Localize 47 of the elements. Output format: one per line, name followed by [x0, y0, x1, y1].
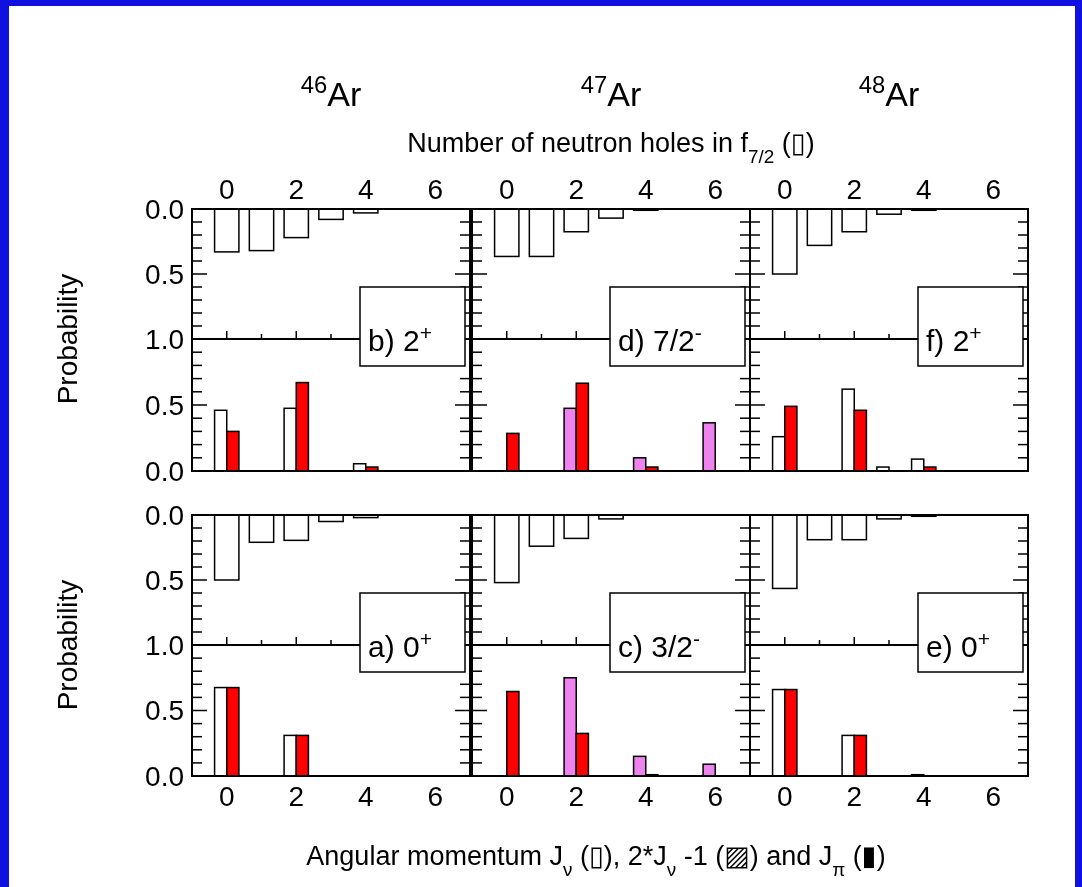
x-tick-label: 2	[288, 174, 305, 205]
y-tick-label: 1.0	[145, 629, 184, 661]
x-tick-label: 2	[568, 781, 585, 812]
x-tick-label: 6	[707, 781, 724, 812]
x-tick-label: 6	[427, 174, 444, 205]
x-tick-label: 6	[707, 174, 724, 205]
annotation: e) 0$^{+}$	[926, 626, 990, 663]
x-axis-title: Angular momentum J$_{ν}$ (▯), 2*J$_{ν}$ -1 (▨) and J$_{π}$ (▮)	[306, 841, 886, 880]
x-tick-label: 0	[776, 781, 793, 812]
x-tick-label: 0	[498, 781, 515, 812]
x-tick-label: 6	[985, 174, 1002, 205]
x-tick-label: 4	[915, 174, 932, 205]
y-tick-label: 0.5	[145, 389, 184, 421]
annotation: a) 0$^{+}$	[368, 626, 432, 663]
y-tick-label: 0.5	[145, 695, 184, 726]
x-tick-label: 0	[776, 174, 793, 205]
x-tick-label: 4	[915, 781, 932, 812]
y-tick-label: 1.0	[145, 323, 184, 355]
annotation: f) 2$^{+}$	[926, 320, 982, 357]
y-axis-title: Probability	[51, 273, 83, 405]
y-tick-label: 0.0	[145, 499, 184, 531]
x-tick-label: 2	[846, 174, 863, 205]
y-tick-label: 0.0	[145, 760, 184, 792]
y-tick-label: 0.5	[145, 564, 184, 596]
chart-title: $^{48}$Ar	[858, 70, 920, 113]
x-tick-label: 2	[846, 781, 863, 812]
x-tick-label: 0	[218, 174, 235, 205]
annotation: d) 7/2$^{-}$	[618, 320, 702, 357]
x-tick-label: 0	[218, 781, 235, 812]
x-tick-label: 4	[637, 781, 654, 812]
y-tick-label: 0.5	[145, 258, 184, 290]
y-tick-label: 0.0	[145, 455, 184, 487]
x-tick-label: 2	[568, 174, 585, 205]
x-axis-title: Number of neutron holes in f$_{7/2}$ (▯)	[407, 128, 815, 167]
x-tick-label: 2	[288, 781, 305, 812]
x-tick-label: 6	[427, 781, 444, 812]
annotation: b) 2$^{+}$	[368, 320, 432, 357]
chart-title: $^{47}$Ar	[580, 70, 642, 113]
x-tick-label: 4	[357, 174, 374, 205]
x-tick-label: 4	[357, 781, 374, 812]
annotation: c) 3/2$^{-}$	[618, 626, 701, 663]
x-tick-label: 6	[985, 781, 1002, 812]
x-tick-label: 0	[498, 174, 515, 205]
x-tick-label: 4	[637, 174, 654, 205]
y-tick-label: 0.0	[145, 193, 184, 225]
chart-title: $^{46}$Ar	[300, 70, 362, 113]
y-axis-title: Probability	[51, 579, 83, 711]
